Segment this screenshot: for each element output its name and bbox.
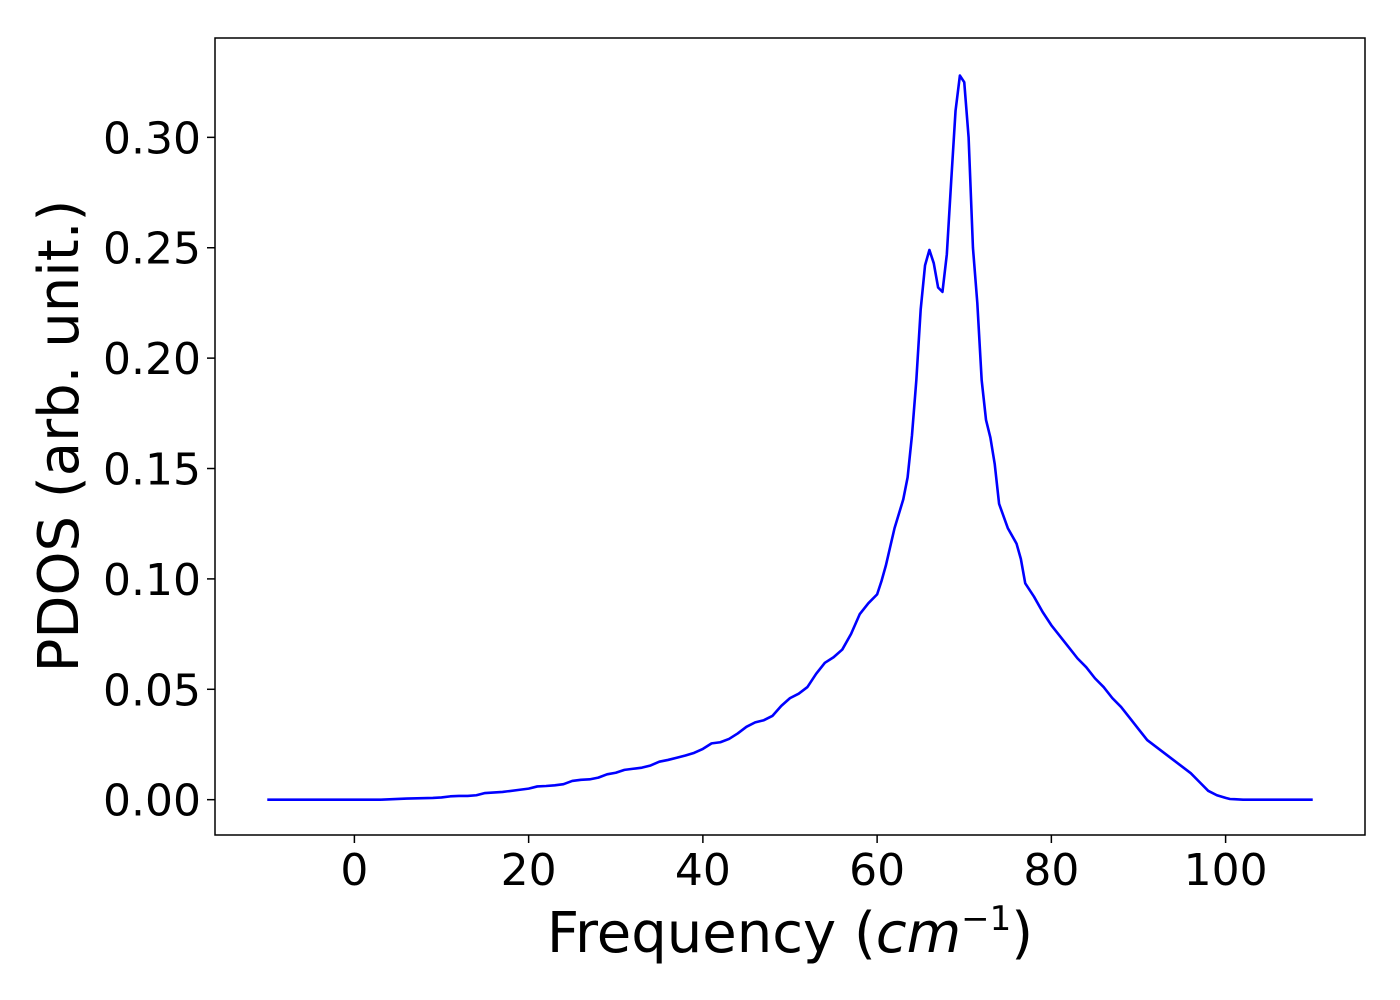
y-tick-label: 0.00 <box>103 776 201 827</box>
y-tick-label: 0.05 <box>103 665 201 716</box>
x-axis-ticks: 0 20 40 60 80 100 <box>340 835 1268 896</box>
x-axis-label: Frequency (cm−1) <box>547 899 1033 966</box>
x-tick-label: 100 <box>1184 845 1268 896</box>
y-axis-ticks: 0.00 0.05 0.10 0.15 0.20 0.25 0.30 <box>103 113 215 827</box>
y-tick-label: 0.30 <box>103 113 201 164</box>
x-tick-label: 0 <box>340 845 368 896</box>
x-tick-label: 20 <box>501 845 557 896</box>
x-tick-label: 80 <box>1023 845 1079 896</box>
y-tick-label: 0.25 <box>103 224 201 275</box>
pdos-series-line <box>267 74 1313 801</box>
x-tick-label: 60 <box>849 845 905 896</box>
x-tick-label: 40 <box>675 845 731 896</box>
y-tick-label: 0.15 <box>103 445 201 496</box>
y-tick-label: 0.20 <box>103 334 201 385</box>
plot-frame <box>214 37 1366 836</box>
y-tick-label: 0.10 <box>103 555 201 606</box>
y-axis-label: PDOS (arb. unit.) <box>27 200 92 673</box>
